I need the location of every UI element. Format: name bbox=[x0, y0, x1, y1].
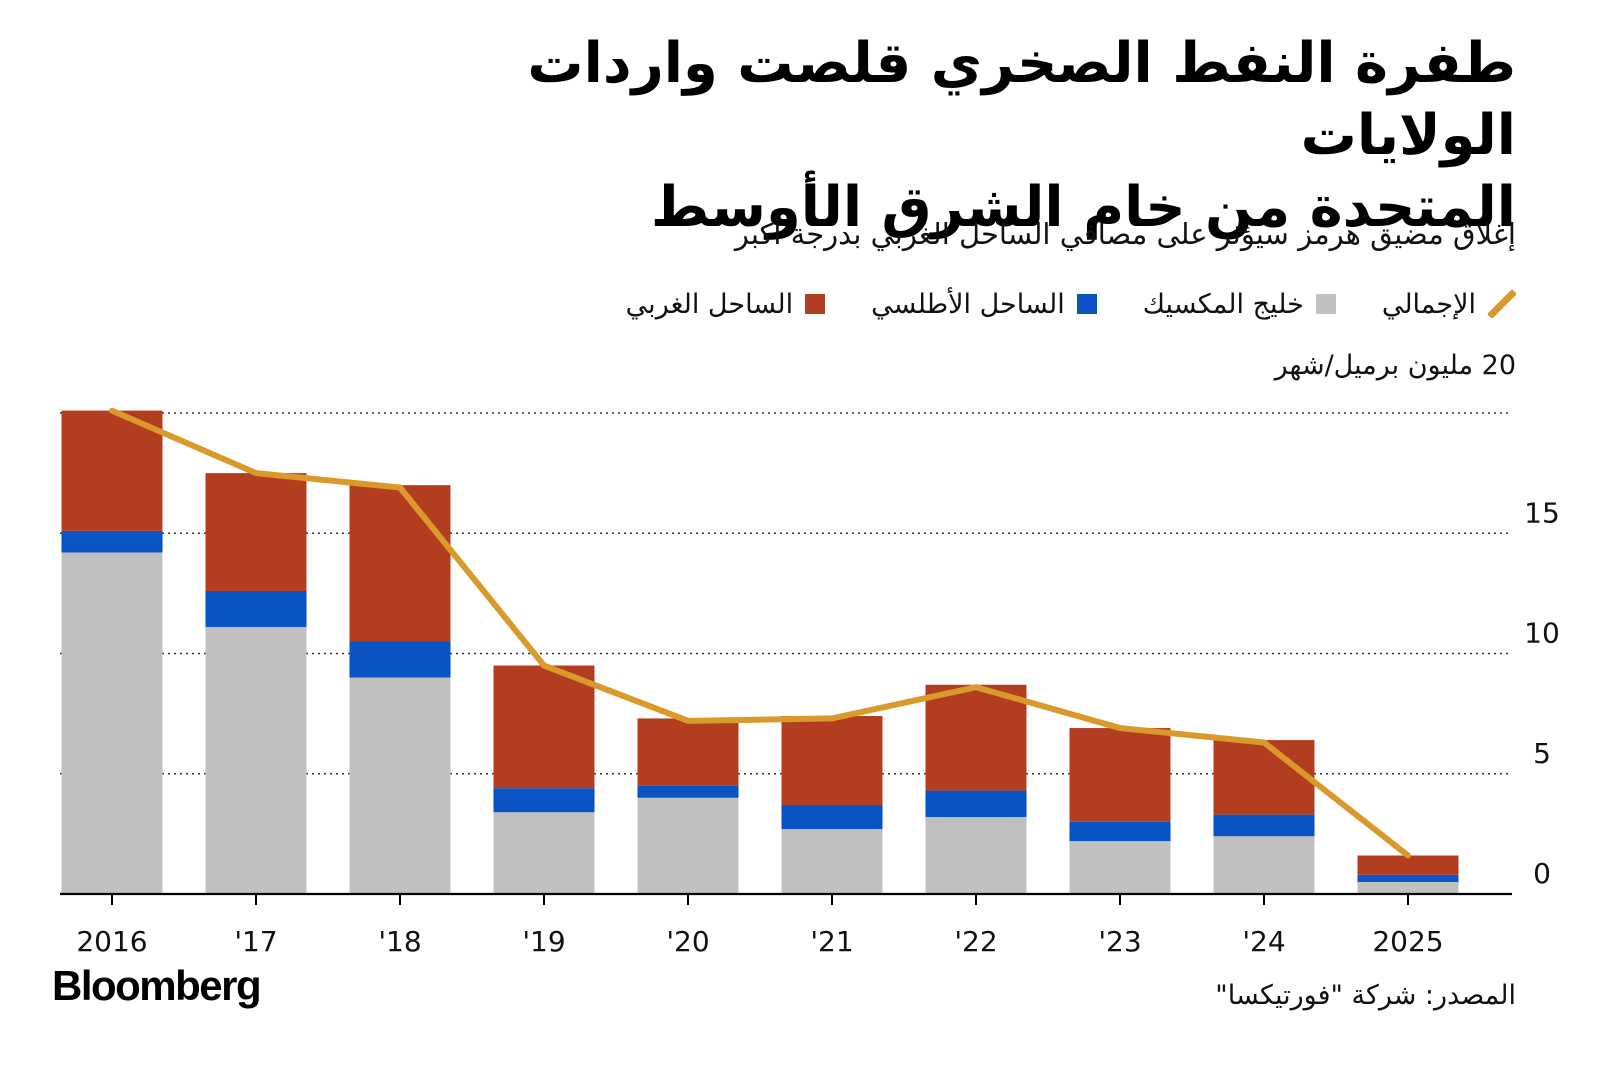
legend-label-total: الإجمالي bbox=[1381, 288, 1476, 320]
x-tick-label-6: '22 bbox=[954, 925, 997, 958]
total-line-point-9 bbox=[1405, 852, 1411, 859]
x-tick-label-7: '23 bbox=[1098, 925, 1141, 958]
legend-label-west: الساحل الغربي bbox=[625, 288, 794, 320]
x-tick-label-4: '20 bbox=[666, 925, 709, 958]
bar-atlantic-7 bbox=[1069, 821, 1171, 842]
legend-line-glyph bbox=[1488, 290, 1516, 318]
x-tick-label-1: '17 bbox=[234, 925, 277, 958]
x-tick-label-3: '19 bbox=[522, 925, 565, 958]
y-tick-label-15: 15 bbox=[1524, 496, 1560, 529]
legend-line-icon bbox=[1488, 290, 1516, 318]
y-axis-unit-label: 20 مليون برميل/شهر bbox=[1274, 350, 1516, 381]
bar-gulf-0 bbox=[61, 552, 163, 894]
bar-west-0 bbox=[61, 410, 163, 531]
bar-atlantic-2 bbox=[349, 641, 451, 678]
legend-swatch-blue-icon bbox=[1076, 294, 1097, 314]
bar-west-2 bbox=[349, 485, 451, 642]
bar-gulf-1 bbox=[205, 627, 307, 894]
bar-gulf-9 bbox=[1357, 881, 1459, 894]
total-line-point-8 bbox=[1261, 739, 1267, 746]
total-line-point-4 bbox=[685, 717, 691, 724]
chart-legend: الإجمالي خليج المكسيك الساحل الأطلسي الس… bbox=[626, 284, 1516, 324]
bar-west-4 bbox=[637, 718, 739, 786]
total-line-point-7 bbox=[1117, 725, 1123, 732]
legend-item-atlantic: الساحل الأطلسي bbox=[871, 289, 1097, 320]
bar-atlantic-4 bbox=[637, 785, 739, 798]
x-tick-label-5: '21 bbox=[810, 925, 853, 958]
legend-swatch-red-icon bbox=[805, 294, 826, 314]
bar-atlantic-0 bbox=[61, 530, 163, 553]
chart-title: طفرة النفط الصخري قلصت واردات الولايات ا… bbox=[316, 28, 1516, 244]
chart-title-line-1: طفرة النفط الصخري قلصت واردات الولايات bbox=[527, 31, 1516, 168]
bar-atlantic-9 bbox=[1357, 874, 1459, 882]
bar-west-8 bbox=[1213, 740, 1315, 815]
bloomberg-logo: Bloomberg bbox=[52, 962, 262, 1009]
legend-swatch-gray-icon bbox=[1315, 294, 1336, 314]
legend-item-total: الإجمالي bbox=[1382, 289, 1516, 320]
bar-atlantic-6 bbox=[925, 790, 1027, 818]
bar-atlantic-8 bbox=[1213, 814, 1315, 837]
legend-item-gulf: خليج المكسيك bbox=[1143, 289, 1336, 320]
y-tick-label-10: 10 bbox=[1524, 617, 1560, 650]
bar-west-9 bbox=[1357, 855, 1459, 875]
bar-gulf-4 bbox=[637, 797, 739, 894]
bar-west-6 bbox=[925, 684, 1027, 791]
bar-gulf-5 bbox=[781, 829, 883, 894]
bar-west-7 bbox=[1069, 728, 1171, 822]
legend-label-gulf: خليج المكسيك bbox=[1142, 288, 1304, 320]
bar-atlantic-1 bbox=[205, 590, 307, 628]
total-line-point-0 bbox=[109, 407, 115, 414]
bar-west-3 bbox=[493, 665, 595, 789]
total-line-point-2 bbox=[397, 484, 403, 491]
total-line-point-3 bbox=[541, 662, 547, 669]
total-line-point-5 bbox=[829, 715, 835, 722]
y-tick-label-5: 5 bbox=[1533, 737, 1551, 770]
total-line-point-1 bbox=[253, 470, 259, 477]
source-note: المصدر: شركة "فورتيكسا" bbox=[1215, 980, 1516, 1011]
bar-gulf-7 bbox=[1069, 841, 1171, 894]
bar-gulf-6 bbox=[925, 817, 1027, 894]
bar-gulf-8 bbox=[1213, 836, 1315, 894]
x-tick-label-8: '24 bbox=[1242, 925, 1285, 958]
bar-gulf-3 bbox=[493, 812, 595, 894]
x-tick-label-9: 2025 bbox=[1372, 925, 1443, 958]
x-tick-label-0: 2016 bbox=[76, 925, 147, 958]
chart-subtitle: إغلاق مضيق هرمز سيؤثر على مصافي الساحل ا… bbox=[734, 217, 1516, 251]
chart-title-line-2: المتحدة من خام الشرق الأوسط bbox=[650, 175, 1517, 240]
y-tick-label-0: 0 bbox=[1533, 857, 1551, 890]
bar-west-1 bbox=[205, 473, 307, 591]
total-line bbox=[110, 407, 1410, 858]
bar-west-5 bbox=[781, 716, 883, 806]
bar-atlantic-5 bbox=[781, 805, 883, 830]
total-line-point-6 bbox=[973, 684, 979, 691]
bar-atlantic-3 bbox=[493, 788, 595, 813]
x-tick-label-2: '18 bbox=[378, 925, 421, 958]
legend-item-west: الساحل الغربي bbox=[625, 288, 826, 320]
bar-gulf-2 bbox=[349, 677, 451, 894]
legend-label-atlantic: الساحل الأطلسي bbox=[871, 288, 1065, 320]
